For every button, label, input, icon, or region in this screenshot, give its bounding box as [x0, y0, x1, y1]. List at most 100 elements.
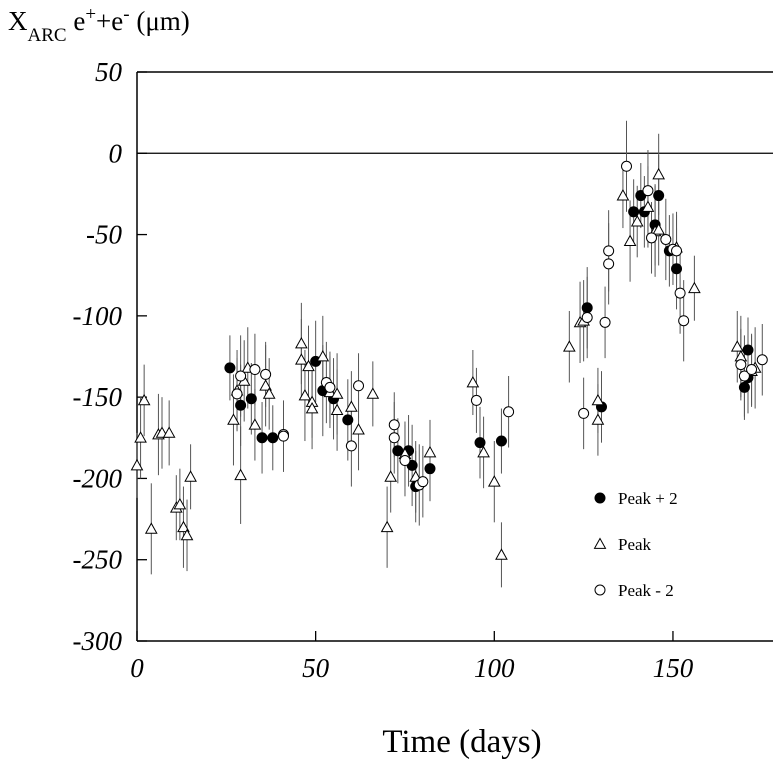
marker: [417, 476, 429, 488]
marker: [628, 206, 640, 218]
y-label-part: -: [123, 4, 129, 25]
marker: [742, 344, 754, 356]
y-tick-label: -150: [73, 382, 123, 412]
marker: [603, 245, 615, 257]
y-tick-label: -200: [73, 463, 123, 493]
marker: [345, 400, 358, 412]
marker: [384, 470, 398, 482]
legend-label: Peak: [618, 535, 652, 554]
marker: [474, 437, 486, 449]
marker: [735, 359, 747, 371]
marker: [295, 336, 308, 349]
marker: [623, 234, 637, 246]
marker: [603, 258, 615, 270]
marker: [646, 232, 658, 244]
marker: [477, 445, 490, 458]
marker: [678, 315, 690, 327]
marker: [388, 419, 400, 431]
marker: [134, 431, 147, 443]
marker: [399, 455, 411, 467]
marker: [591, 413, 605, 425]
marker: [353, 380, 365, 392]
marker: [756, 354, 768, 366]
marker: [137, 393, 151, 406]
marker: [295, 353, 308, 365]
marker: [224, 362, 236, 374]
y-label-part: +: [85, 4, 96, 25]
marker: [342, 414, 354, 426]
marker: [380, 520, 394, 533]
marker: [256, 432, 268, 444]
y-label-part: ARC: [28, 25, 67, 46]
marker: [653, 190, 665, 202]
marker: [688, 281, 701, 294]
marker: [249, 364, 261, 376]
marker: [388, 432, 400, 444]
marker: [366, 387, 380, 399]
marker: [581, 311, 593, 323]
marker: [599, 316, 611, 328]
marker: [231, 388, 243, 400]
marker: [345, 440, 357, 452]
marker: [495, 435, 507, 447]
marker: [162, 426, 176, 438]
marker: [671, 245, 683, 257]
marker: [466, 375, 480, 388]
marker: [235, 399, 247, 411]
marker: [660, 233, 672, 245]
marker: [177, 520, 190, 533]
marker: [738, 381, 750, 393]
marker: [424, 463, 436, 475]
marker: [616, 189, 630, 201]
x-tick-label: 0: [130, 653, 144, 683]
marker: [578, 407, 590, 419]
marker: [652, 167, 666, 180]
legend-label: Peak - 2: [618, 581, 674, 600]
marker: [330, 387, 344, 399]
marker: [642, 185, 654, 197]
marker: [302, 359, 315, 372]
marker: [594, 584, 606, 596]
marker: [503, 406, 515, 418]
y-label-part: X: [8, 6, 28, 36]
x-tick-label: 150: [653, 653, 694, 683]
marker: [591, 393, 605, 406]
marker: [245, 393, 257, 405]
marker: [392, 445, 404, 457]
marker: [487, 475, 501, 487]
y-tick-label: -300: [73, 626, 123, 656]
y-tick-label: -100: [73, 301, 123, 331]
marker: [316, 349, 330, 362]
marker: [495, 548, 508, 560]
marker: [581, 302, 593, 314]
marker: [738, 370, 750, 382]
y-tick-label: 0: [109, 138, 123, 168]
marker: [267, 432, 279, 444]
marker: [227, 413, 240, 425]
y-axis-label: XARC e++e- (μm): [8, 4, 190, 46]
x-axis-label: Time (days): [382, 724, 541, 760]
marker: [352, 423, 365, 435]
marker: [305, 401, 319, 414]
marker: [730, 340, 744, 352]
x-tick-label: 50: [302, 653, 330, 683]
marker: [173, 497, 187, 510]
y-label-part: e: [67, 6, 86, 36]
y-tick-label: 50: [95, 57, 123, 87]
marker: [423, 445, 437, 458]
marker: [621, 160, 633, 172]
marker: [234, 468, 247, 481]
marker: [298, 388, 312, 401]
marker: [594, 492, 606, 504]
marker: [593, 537, 607, 549]
marker: [262, 387, 276, 399]
marker: [130, 458, 144, 471]
y-tick-label: -250: [73, 545, 123, 575]
marker: [641, 200, 655, 212]
marker: [260, 368, 272, 380]
y-label-part: +e: [96, 6, 123, 36]
y-tick-label: -50: [86, 220, 122, 250]
marker: [324, 381, 336, 393]
